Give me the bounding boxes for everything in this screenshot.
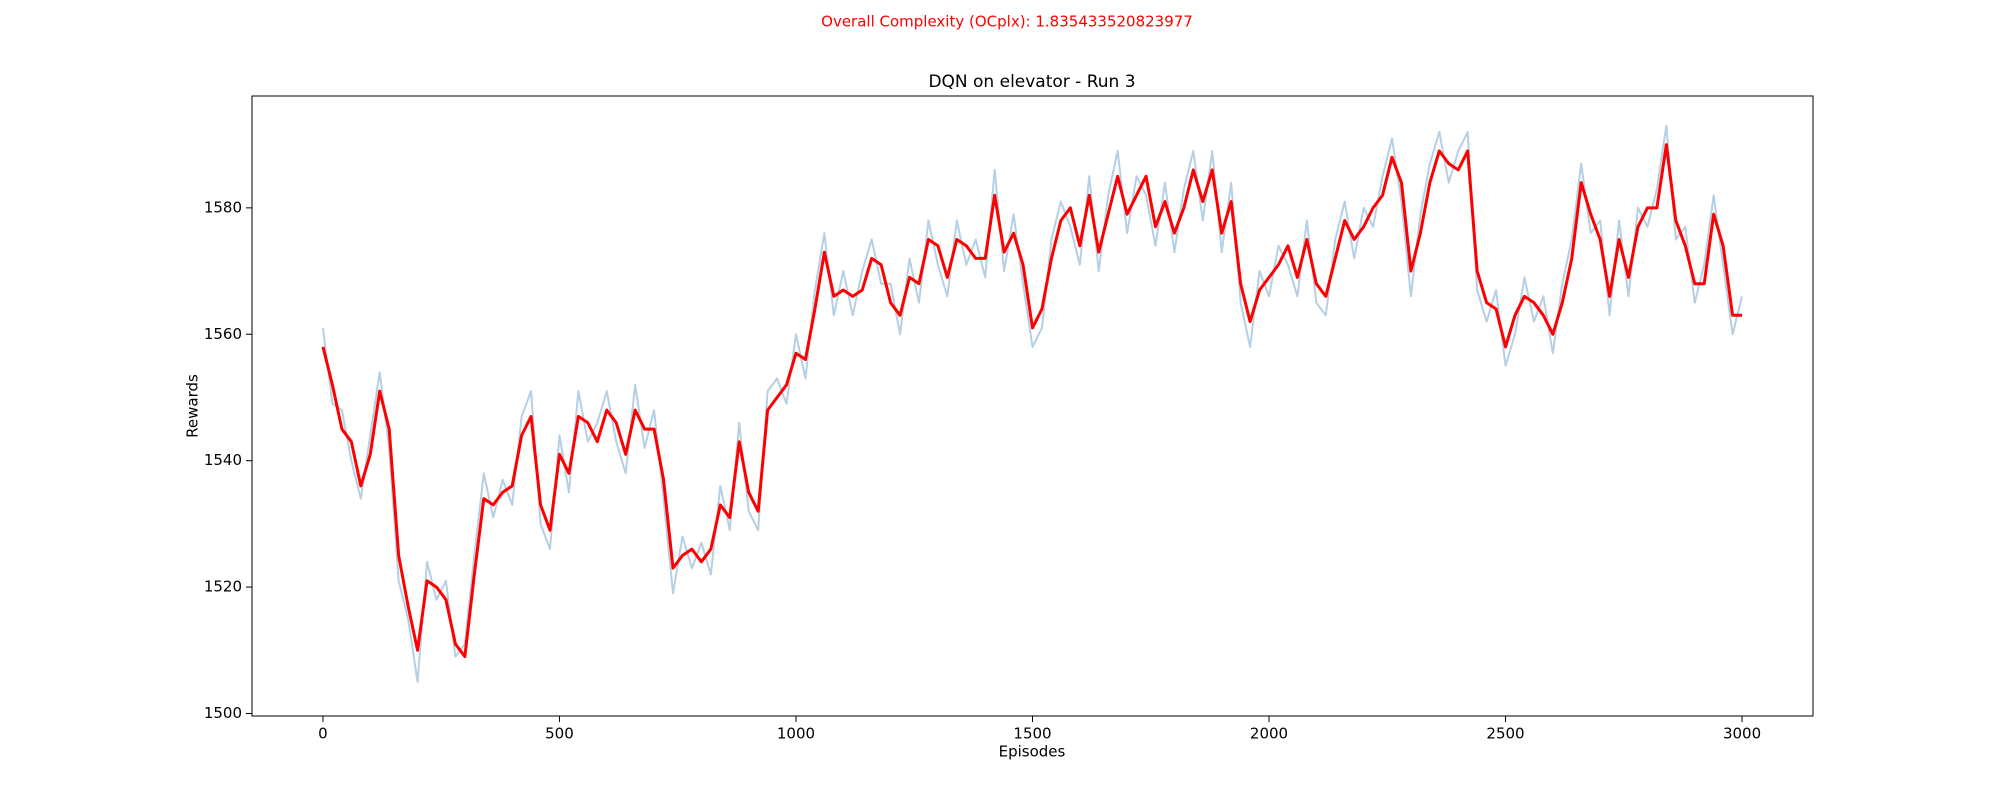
x-tick-label: 2000 bbox=[1250, 725, 1288, 743]
x-tick-label: 1500 bbox=[1013, 725, 1051, 743]
y-tick-label: 1560 bbox=[204, 325, 242, 343]
complexity-annotation: Overall Complexity (OCplx): 1.8354335208… bbox=[821, 13, 1193, 31]
series-line bbox=[321, 143, 1743, 659]
x-tick-label: 0 bbox=[318, 725, 328, 743]
y-tick-label: 1500 bbox=[204, 704, 242, 722]
x-axis-label: Episodes bbox=[999, 743, 1066, 761]
chart-title: DQN on elevator - Run 3 bbox=[928, 72, 1135, 92]
plot-area bbox=[321, 124, 1744, 683]
series-line bbox=[321, 124, 1744, 683]
y-axis-label: Rewards bbox=[184, 374, 202, 438]
x-tick-label: 2500 bbox=[1486, 725, 1524, 743]
x-tick-label: 500 bbox=[545, 725, 574, 743]
x-tick-label: 3000 bbox=[1723, 725, 1761, 743]
y-tick-label: 1580 bbox=[204, 198, 242, 216]
y-tick-label: 1520 bbox=[204, 578, 242, 596]
x-tick-label: 1000 bbox=[777, 725, 815, 743]
y-tick-label: 1540 bbox=[204, 451, 242, 469]
